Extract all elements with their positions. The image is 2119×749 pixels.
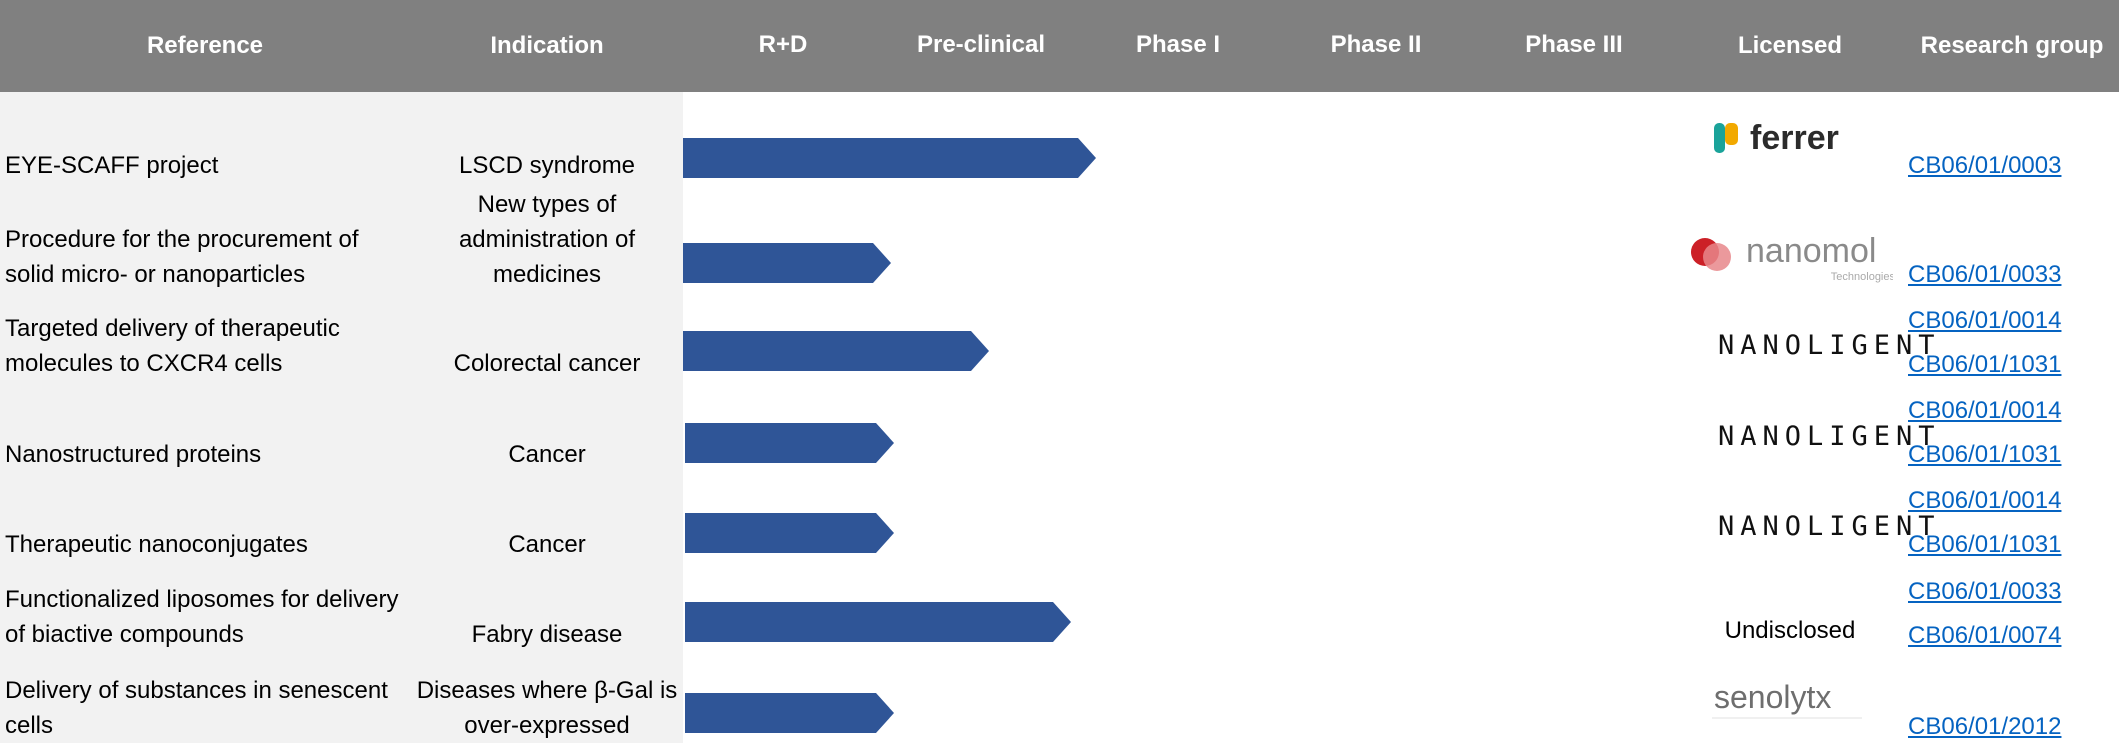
row-7-group-link-1[interactable]: CB06/01/2012 (1908, 705, 2061, 749)
row-4-progress-arrow (683, 423, 894, 463)
row-5-group-link-1[interactable]: CB06/01/0014 (1908, 479, 2061, 523)
row-3-group-link-2[interactable]: CB06/01/1031 (1908, 343, 2061, 387)
row-6-reference: Functionalized liposomes for delivery of… (5, 582, 405, 652)
header-research-group: Research group (1905, 0, 2119, 92)
header-preclinical: Pre-clinical (883, 0, 1079, 92)
row-3-group-link-1[interactable]: CB06/01/0014 (1908, 299, 2061, 343)
row-5-group-link-2[interactable]: CB06/01/1031 (1908, 523, 2061, 567)
ferrer-logo-text: ferrer (1750, 119, 1839, 157)
row-1-indication: LSCD syndrome (412, 148, 682, 183)
row-6-progress-arrow (683, 602, 1071, 642)
row-4-group-link-2[interactable]: CB06/01/1031 (1908, 433, 2061, 477)
row-4-group-link-1[interactable]: CB06/01/0014 (1908, 389, 2061, 433)
row-7-progress-arrow (683, 693, 894, 733)
row-6-indication: Fabry disease (412, 617, 682, 652)
row-5-groups: CB06/01/0014 CB06/01/1031 (1908, 479, 2061, 567)
header-rd: R+D (683, 0, 883, 92)
row-2-reference: Procedure for the procurement of solid m… (5, 222, 405, 292)
row-1-reference: EYE-SCAFF project (5, 148, 405, 183)
ferrer-logo: ferrer (1712, 118, 1872, 163)
row-4-groups: CB06/01/0014 CB06/01/1031 (1908, 389, 2061, 477)
row-2-progress-arrow (683, 243, 891, 283)
row-1-groups: CB06/01/0003 (1908, 144, 2061, 188)
row-1-progress-arrow (683, 138, 1096, 178)
row-5-reference: Therapeutic nanoconjugates (5, 527, 405, 562)
senolytx-logo: senolytx (1712, 678, 1862, 725)
row-6-groups: CB06/01/0033 CB06/01/0074 (1908, 570, 2061, 658)
row-6-group-link-1[interactable]: CB06/01/0033 (1908, 570, 2061, 614)
row-4-indication: Cancer (412, 437, 682, 472)
nanomol-logo-subtext: Technologies (1831, 271, 1893, 283)
nanomol-logo-text: nanomol (1746, 232, 1876, 270)
senolytx-logo-text: senolytx (1714, 679, 1831, 715)
row-2-group-link-1[interactable]: CB06/01/0033 (1908, 253, 2061, 297)
header-phase2: Phase II (1277, 0, 1475, 92)
row-7-reference: Delivery of substances in senescent cell… (5, 673, 405, 743)
row-7-indication: Diseases where β-Gal is over-expressed (412, 673, 682, 743)
header-phase1: Phase I (1079, 0, 1277, 92)
row-5-progress-arrow (683, 513, 894, 553)
row-6-group-link-2[interactable]: CB06/01/0074 (1908, 614, 2061, 658)
row-3-groups: CB06/01/0014 CB06/01/1031 (1908, 299, 2061, 387)
row-7-groups: CB06/01/2012 (1908, 705, 2061, 749)
row-4-reference: Nanostructured proteins (5, 437, 405, 472)
row-3-indication: Colorectal cancer (412, 346, 682, 381)
header-reference: Reference (0, 0, 410, 92)
row-3-reference: Targeted delivery of therapeutic molecul… (5, 311, 405, 381)
row-5-indication: Cancer (412, 527, 682, 562)
nanomol-logo: nanomol Technologies (1683, 228, 1893, 291)
row-3-progress-arrow (683, 331, 989, 371)
header-indication: Indication (412, 0, 682, 92)
table-header: Reference Indication R+D Pre-clinical Ph… (0, 0, 2119, 92)
row-6-licensed-undisclosed: Undisclosed (1690, 617, 1890, 645)
header-licensed: Licensed (1690, 0, 1890, 92)
row-2-groups: CB06/01/0033 (1908, 253, 2061, 297)
header-phase3: Phase III (1475, 0, 1673, 92)
row-2-indication: New types of administration of medicines (412, 187, 682, 292)
row-1-group-link-1[interactable]: CB06/01/0003 (1908, 144, 2061, 188)
